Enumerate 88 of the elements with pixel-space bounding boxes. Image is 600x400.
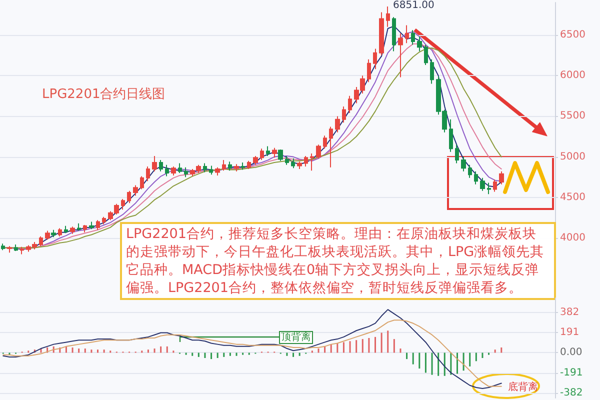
- candlestick: [278, 148, 283, 162]
- candlestick: [89, 221, 94, 230]
- candlestick: [316, 144, 321, 159]
- candlestick: [1, 243, 5, 251]
- y-tick-label: 382: [560, 307, 580, 318]
- candlestick: [58, 228, 62, 237]
- y-tick-label: 0.00: [560, 347, 582, 358]
- candlestick: [379, 12, 384, 56]
- candlestick: [405, 24, 409, 44]
- candlestick: [398, 32, 403, 78]
- y-tick-label: 5500: [560, 110, 586, 122]
- candlestick: [51, 229, 56, 238]
- candlestick: [253, 155, 258, 166]
- candlestick: [20, 246, 24, 255]
- candlestick: [14, 244, 18, 252]
- annotation: 6851.00: [393, 0, 434, 12]
- candlestick: [323, 135, 327, 150]
- line-series: [2, 320, 502, 387]
- candlestick: [152, 155, 157, 172]
- y-tick-label: -191: [560, 367, 583, 378]
- candlestick: [304, 155, 308, 168]
- candlestick: [291, 158, 295, 169]
- candlestick: [234, 164, 239, 172]
- candlestick: [373, 48, 377, 70]
- candlestick: [499, 170, 504, 185]
- candlestick: [102, 216, 106, 225]
- candlestick: [171, 166, 176, 176]
- candlestick: [272, 147, 277, 158]
- candlestick: [386, 6, 390, 28]
- candlestick: [367, 58, 371, 83]
- candlestick: [260, 148, 264, 161]
- candlestick: [348, 95, 352, 114]
- candlestick: [430, 58, 434, 84]
- candlestick: [222, 160, 226, 172]
- annotation: 顶背离: [279, 331, 313, 344]
- candlestick: [493, 179, 497, 192]
- candlestick: [411, 30, 415, 46]
- candlestick: [39, 236, 43, 247]
- candlestick: [392, 16, 396, 52]
- candlestick: [266, 146, 270, 156]
- candlestick: [285, 155, 289, 166]
- candlestick: [449, 118, 453, 152]
- candlestick: [45, 230, 50, 240]
- candlestick: [121, 198, 125, 210]
- y-tick-label: 4000: [560, 232, 586, 244]
- candlestick: [247, 160, 251, 170]
- candlestick: [297, 161, 302, 170]
- candlestick: [480, 177, 485, 192]
- candlestick: [455, 144, 459, 164]
- text: LPG2201合约日线图: [42, 87, 166, 102]
- candlestick: [146, 166, 150, 182]
- candlestick: [96, 220, 100, 230]
- candlestick: [77, 222, 81, 232]
- candlestick: [215, 166, 220, 176]
- candlestick: [417, 36, 422, 52]
- candlestick: [335, 116, 340, 133]
- candlestick: [140, 176, 144, 190]
- candlestick: [178, 162, 182, 174]
- candlestick: [209, 165, 213, 176]
- y-tick-label: 5000: [560, 151, 586, 162]
- candlestick: [64, 225, 68, 234]
- candlestick: [133, 184, 138, 196]
- candlestick: [329, 126, 333, 168]
- y-tick-label: 6500: [560, 29, 586, 40]
- y-tick-label: 191: [560, 327, 580, 338]
- candlestick: [184, 166, 188, 178]
- y-tick-label: 4500: [560, 192, 586, 203]
- y-tick-label: -382: [560, 387, 583, 398]
- candlestick: [7, 246, 12, 254]
- candlestick: [487, 182, 491, 195]
- line-series: [2, 309, 502, 390]
- candlestick: [461, 156, 466, 172]
- candlestick: [203, 162, 207, 173]
- candlestick: [83, 224, 87, 233]
- candlestick: [127, 190, 131, 204]
- candlestick: [424, 44, 428, 66]
- candlestick: [474, 170, 478, 185]
- text: 底背离: [508, 382, 538, 394]
- y-tick-label: 6000: [560, 70, 586, 82]
- candlestick: [228, 161, 232, 172]
- annotation: LPG2201合约，推荐短多长空策略。理由：在原油板块和煤炭板块的走强带动下，今日午盘化工板块表现活跃。其中，LPG涨幅领先其它品种。MACD指标快慢线在0轴下方交叉拐头向上，显示短线反弹偏强。LPG2201合约，整体依然偏空，暂时短线反弹偏强看多。: [120, 222, 556, 300]
- candlestick: [241, 162, 245, 170]
- candlestick: [70, 226, 75, 234]
- candlestick: [468, 164, 472, 178]
- candlestick: [159, 160, 163, 172]
- candlestick: [342, 106, 346, 124]
- candlestick: [165, 164, 169, 177]
- candlestick: [310, 153, 314, 172]
